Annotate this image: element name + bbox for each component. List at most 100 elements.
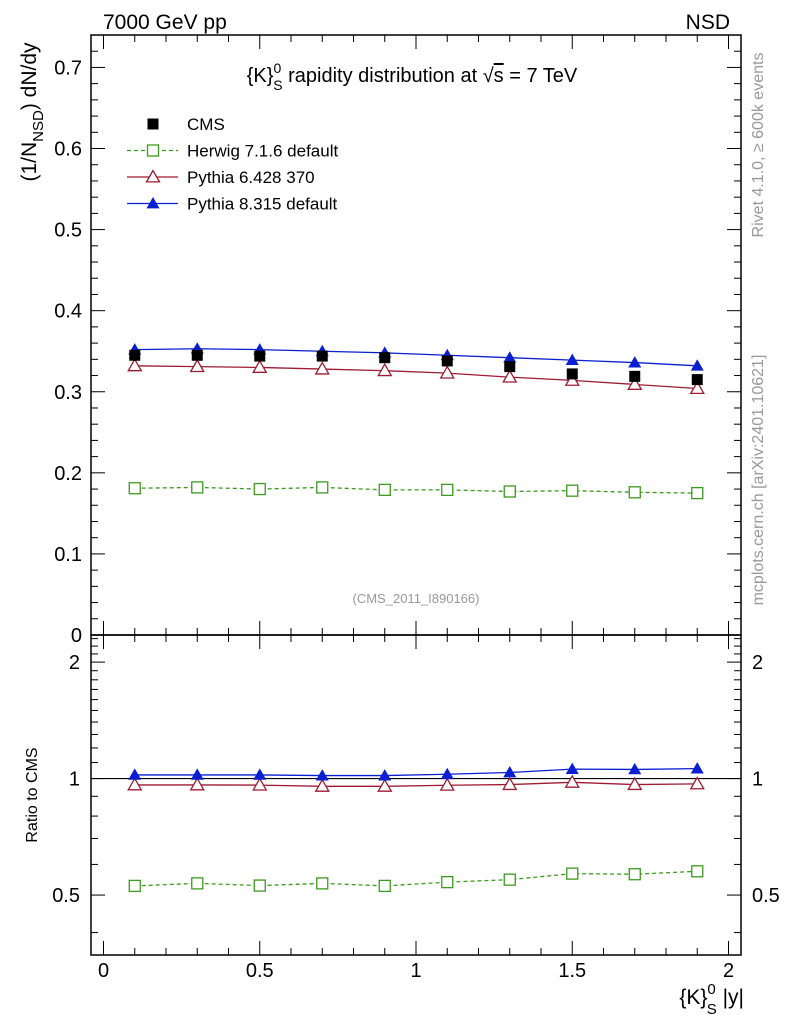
legend-label-pythia-6-428-370: Pythia 6.428 370 bbox=[187, 168, 315, 187]
ratio-point-pythia-6-428-370 bbox=[564, 774, 580, 788]
ratio-point-herwig-7-1-6-default bbox=[566, 867, 579, 880]
data-point-herwig-7-1-6-default bbox=[316, 481, 329, 494]
y-tick-label: 0.6 bbox=[54, 139, 82, 161]
x-tick-label: 2 bbox=[723, 960, 734, 982]
ratio-point-herwig-7-1-6-default bbox=[191, 877, 204, 890]
ratio-point-herwig-7-1-6-default bbox=[378, 879, 391, 893]
ratio-point-pythia-8-315-default bbox=[253, 768, 267, 780]
xlabel-superscript: 0 bbox=[707, 981, 715, 998]
x-tick-label: 1 bbox=[410, 960, 421, 982]
ratio-point-pythia-6-428-370 bbox=[377, 778, 393, 792]
data-point-pythia-6-428-370 bbox=[189, 358, 205, 373]
y-tick-label: 0.4 bbox=[54, 301, 82, 323]
ratio-y-tick-label-right: 1 bbox=[752, 769, 763, 791]
data-point-pythia-6-428-370 bbox=[377, 362, 393, 377]
ratio-point-herwig-7-1-6-default bbox=[691, 865, 704, 878]
ratio-y-tick-label: 1 bbox=[69, 769, 80, 791]
legend-marker-cms bbox=[147, 118, 159, 130]
ratio-y-tick-label: 0.5 bbox=[52, 885, 80, 907]
ratio-line-herwig-7-1-6-default bbox=[134, 870, 698, 887]
ratio-point-pythia-8-315-default bbox=[565, 762, 579, 774]
data-point-pythia-6-428-370 bbox=[502, 369, 518, 383]
header-process-label: NSD bbox=[686, 11, 730, 34]
ratio-point-herwig-7-1-6-default bbox=[503, 873, 516, 886]
y-tick-label: 0.5 bbox=[54, 220, 82, 242]
data-point-pythia-6-428-370 bbox=[627, 376, 643, 390]
ratio-point-pythia-6-428-370 bbox=[127, 777, 143, 791]
data-point-cms bbox=[629, 370, 641, 382]
y-tick-label: 0.7 bbox=[54, 57, 82, 79]
title-superscript: 0 bbox=[273, 60, 281, 76]
ylabel-suffix: ) dN/dy bbox=[18, 42, 41, 110]
data-point-cms bbox=[379, 352, 391, 364]
xlabel-prefix: {K} bbox=[679, 986, 707, 1009]
legend-label-cms: CMS bbox=[187, 115, 225, 134]
ratio-point-pythia-8-315-default bbox=[190, 768, 204, 780]
ratio-point-pythia-8-315-default bbox=[628, 762, 642, 775]
data-point-pythia-6-428-370 bbox=[252, 359, 268, 373]
data-point-pythia-8-315-default bbox=[690, 359, 704, 371]
ratio-point-pythia-6-428-370 bbox=[627, 776, 643, 791]
data-point-herwig-7-1-6-default bbox=[441, 483, 454, 497]
ratio-point-herwig-7-1-6-default bbox=[316, 877, 329, 890]
ratio-line-pythia-8-315-default bbox=[134, 767, 698, 777]
x-tick-label: 0.5 bbox=[246, 960, 274, 982]
data-point-pythia-8-315-default bbox=[628, 356, 642, 368]
ratio-y-tick-label: 2 bbox=[69, 652, 80, 674]
mcplots-info-label: mcplots.cern.ch [arXiv:2401.10621] bbox=[750, 355, 767, 606]
data-point-pythia-6-428-370 bbox=[564, 372, 580, 386]
rivet-info-label: Rivet 4.1.0, ≥ 600k events bbox=[750, 53, 767, 238]
legend-label-herwig-7-1-6-default: Herwig 7.1.6 default bbox=[187, 142, 338, 161]
x-axis-label: {K}0 S |y| bbox=[679, 981, 744, 1018]
data-point-pythia-6-428-370 bbox=[439, 365, 455, 379]
data-point-herwig-7-1-6-default bbox=[628, 486, 641, 499]
ratio-y-axis-label: Ratio to CMS bbox=[24, 747, 41, 842]
ratio-point-herwig-7-1-6-default bbox=[628, 868, 641, 881]
y-tick-label: 0.1 bbox=[54, 544, 82, 566]
data-point-herwig-7-1-6-default bbox=[691, 486, 704, 500]
ylabel-prefix: (1/N bbox=[18, 142, 41, 182]
data-point-cms bbox=[566, 368, 578, 380]
data-point-pythia-8-315-default bbox=[503, 351, 517, 363]
series-line-herwig-7-1-6-default bbox=[134, 486, 698, 494]
data-point-cms bbox=[441, 355, 453, 367]
xlabel-suffix: |y| bbox=[717, 986, 744, 1009]
data-point-cms bbox=[504, 361, 516, 373]
xlabel-subscript: S bbox=[707, 1001, 717, 1018]
ratio-point-pythia-8-315-default bbox=[690, 762, 704, 774]
y-tick-label: 0 bbox=[71, 625, 82, 647]
data-point-pythia-8-315-default bbox=[565, 353, 579, 366]
axis-ticks: 0 0.5 1 1.5 2 0 0.1 0.2 0.3 0.4 0.5 0.6 0.7 0.5 0.5 1 1 2… bbox=[52, 34, 780, 982]
y-tick-label: 0.3 bbox=[54, 382, 82, 404]
main-plot-series bbox=[127, 342, 705, 500]
data-point-pythia-6-428-370 bbox=[127, 358, 143, 372]
ratio-point-pythia-8-315-default bbox=[315, 769, 329, 781]
ratio-point-pythia-6-428-370 bbox=[439, 777, 455, 791]
ratio-y-tick-label-right: 2 bbox=[752, 652, 763, 674]
y-tick-label: 0.2 bbox=[54, 463, 82, 485]
ratio-point-pythia-8-315-default bbox=[503, 765, 517, 778]
ratio-point-pythia-6-428-370 bbox=[314, 778, 330, 792]
data-point-herwig-7-1-6-default bbox=[191, 481, 204, 494]
ratio-point-pythia-8-315-default bbox=[378, 769, 392, 781]
data-point-cms bbox=[316, 350, 328, 362]
x-tick-label: 1.5 bbox=[558, 960, 586, 982]
ratio-point-pythia-6-428-370 bbox=[502, 776, 518, 791]
ratio-plot-frame bbox=[90, 634, 742, 956]
data-point-herwig-7-1-6-default bbox=[378, 483, 391, 497]
legend-label-pythia-8-315-default: Pythia 8.315 default bbox=[187, 195, 338, 214]
ratio-point-herwig-7-1-6-default bbox=[128, 879, 141, 893]
legend-marker-herwig-7-1-6-default bbox=[146, 144, 160, 157]
title-sqrt-s: s bbox=[494, 65, 504, 87]
data-point-cms bbox=[254, 350, 266, 362]
plot-title: {K}0 S rapidity distribution at √s = 7 Te… bbox=[247, 60, 578, 93]
ratio-y-tick-label-right: 0.5 bbox=[752, 885, 780, 907]
legend: CMS Herwig 7.1.6 default Pythia 6.428 370 P… bbox=[127, 115, 338, 214]
data-point-herwig-7-1-6-default bbox=[566, 484, 579, 497]
title-prefix: {K} bbox=[247, 65, 274, 87]
legend-marker-pythia-8-315-default bbox=[146, 197, 160, 209]
title-suffix: = 7 TeV bbox=[504, 65, 578, 87]
ratio-point-pythia-6-428-370 bbox=[689, 776, 705, 790]
x-tick-label: 0 bbox=[98, 960, 109, 982]
